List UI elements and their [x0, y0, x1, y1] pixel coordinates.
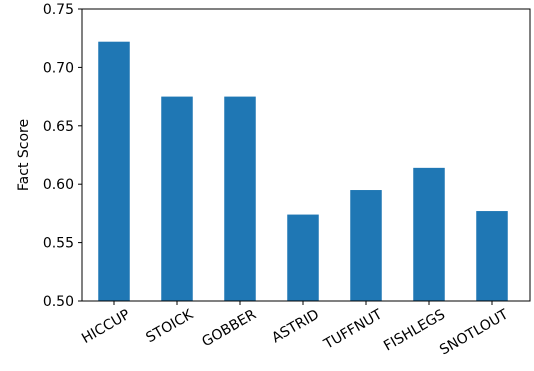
bar-hiccup: [98, 41, 130, 301]
y-axis-ticks: 0.50 0.55 0.60 0.65 0.70 0.75: [43, 2, 82, 310]
y-tick-label: 0.60: [43, 177, 74, 193]
y-tick-label: 0.70: [43, 60, 74, 76]
bars-layer: [98, 41, 508, 301]
x-tick-label: SNOTLOUT: [437, 306, 511, 358]
bar-stoick: [161, 96, 193, 301]
bar-gobber: [224, 96, 256, 301]
bar-astrid: [287, 214, 319, 301]
bar-snotlout: [476, 211, 508, 301]
x-tick-label: ASTRID: [269, 307, 322, 347]
bar-fishlegs: [413, 167, 445, 301]
x-tick-label: STOICK: [143, 306, 196, 346]
y-axis-label: Fact Score: [16, 119, 32, 191]
x-tick-label: HICCUP: [79, 307, 133, 347]
x-tick-label: GOBBER: [199, 306, 259, 350]
x-tick-label: TUFFNUT: [321, 306, 386, 353]
y-tick-label: 0.75: [43, 2, 74, 18]
bar-tuffnut: [350, 190, 382, 301]
plot-frame: [81, 8, 531, 302]
y-tick-label: 0.65: [43, 119, 74, 135]
y-tick-label: 0.55: [43, 236, 74, 252]
x-axis-ticks: HICCUP STOICK GOBBER ASTRID TUFFNUTFISHLEGSS…: [79, 301, 511, 358]
y-tick-label: 0.50: [43, 294, 74, 310]
